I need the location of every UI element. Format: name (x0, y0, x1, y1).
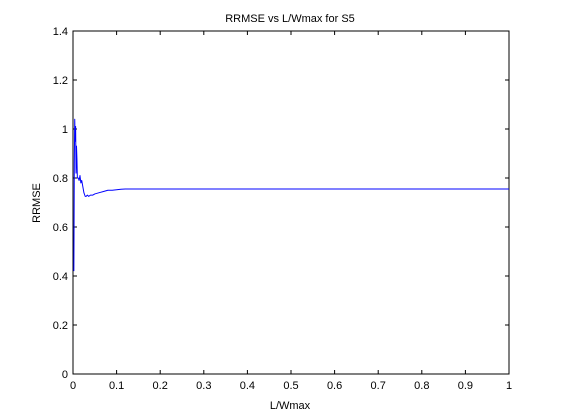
x-tick-label: 0.5 (283, 380, 298, 392)
plot-area: 0 0.1 0.2 0.3 0.4 0.5 0.6 0.7 0.8 0.9 1 0 0.2 0.4 0.6 0… (53, 26, 512, 392)
x-tick-label: 0.8 (414, 380, 429, 392)
y-tick-label: 0.6 (53, 222, 68, 234)
x-tick-label: 0.2 (153, 380, 168, 392)
y-tick-label: 0 (62, 369, 68, 381)
x-tick-label: 0.9 (458, 380, 473, 392)
x-tick-label: 0.4 (240, 380, 255, 392)
chart-title: RRMSE vs L/Wmax for S5 (225, 13, 355, 25)
y-tick-label: 0.4 (53, 271, 68, 283)
series-line (73, 118, 509, 272)
x-tick-label: 0.1 (109, 380, 124, 392)
y-tick-label: 1.4 (53, 26, 68, 38)
x-tick-label: 0.7 (371, 380, 386, 392)
y-axis-label: RRMSE (31, 183, 43, 223)
x-tick-label: 1 (506, 380, 512, 392)
x-tick-label: 0.6 (327, 380, 342, 392)
x-tick-label: 0 (70, 380, 76, 392)
x-tick-label: 0.3 (196, 380, 211, 392)
y-tick-label: 1 (62, 124, 68, 136)
x-axis-label: L/Wmax (270, 400, 311, 412)
y-tick-label: 0.2 (53, 320, 68, 332)
y-tick-label: 1.2 (53, 75, 68, 87)
y-tick-label: 0.8 (53, 173, 68, 185)
axes-box (72, 30, 510, 375)
